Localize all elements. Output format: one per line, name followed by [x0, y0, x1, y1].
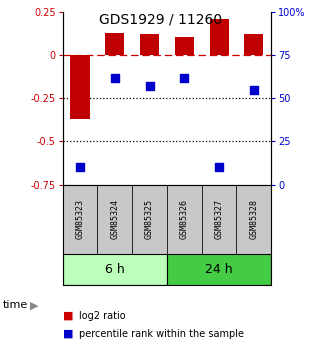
Bar: [175, 37, 194, 55]
Bar: [167, 254, 271, 285]
Text: GSM85324: GSM85324: [110, 199, 119, 239]
Bar: [132, 185, 167, 254]
Bar: [140, 34, 159, 55]
Text: 24 h: 24 h: [205, 263, 233, 276]
Text: GSM85328: GSM85328: [249, 199, 258, 239]
Bar: [202, 185, 237, 254]
Point: [182, 75, 187, 80]
Text: GSM85323: GSM85323: [75, 199, 84, 239]
Bar: [210, 19, 229, 55]
Bar: [97, 185, 132, 254]
Text: GSM85327: GSM85327: [214, 199, 224, 239]
Text: percentile rank within the sample: percentile rank within the sample: [79, 329, 244, 338]
Bar: [70, 55, 90, 119]
Text: ■: ■: [63, 329, 73, 338]
Point: [112, 75, 117, 80]
Bar: [167, 185, 202, 254]
Point: [251, 87, 256, 92]
Text: GDS1929 / 11260: GDS1929 / 11260: [99, 12, 222, 26]
Point: [216, 165, 221, 170]
Text: log2 ratio: log2 ratio: [79, 311, 125, 321]
Bar: [63, 254, 167, 285]
Bar: [237, 185, 271, 254]
Point: [77, 165, 82, 170]
Text: ▶: ▶: [30, 301, 38, 311]
Text: 6 h: 6 h: [105, 263, 125, 276]
Bar: [105, 33, 124, 55]
Point: [147, 83, 152, 89]
Text: time: time: [3, 300, 29, 310]
Bar: [63, 185, 97, 254]
Text: GSM85325: GSM85325: [145, 199, 154, 239]
Bar: [244, 34, 264, 55]
Text: ■: ■: [63, 311, 73, 321]
Text: GSM85326: GSM85326: [180, 199, 189, 239]
